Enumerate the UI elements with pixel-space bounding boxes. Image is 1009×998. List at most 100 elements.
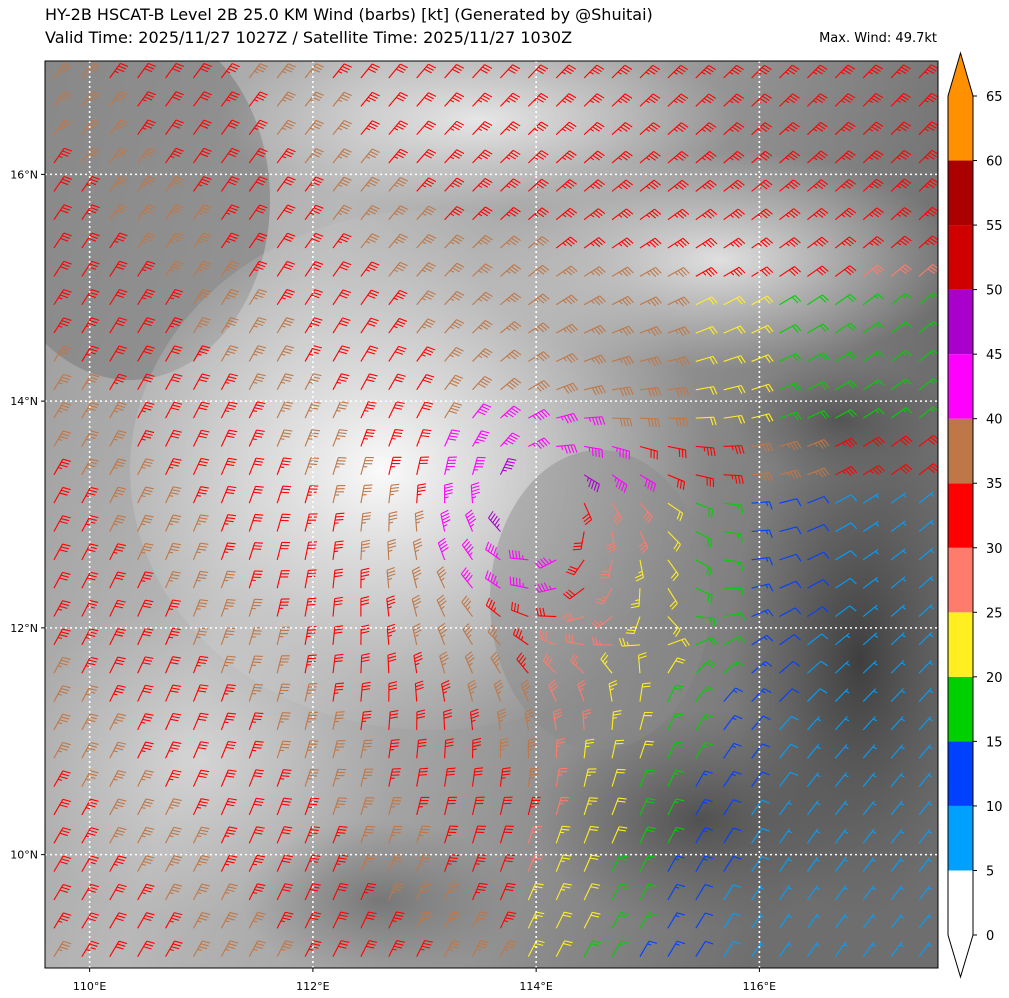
wind-barb — [81, 912, 100, 929]
wind-barb — [918, 913, 932, 929]
wind-barb — [862, 464, 885, 476]
wind-barb — [918, 491, 935, 504]
wind-barb — [472, 149, 493, 164]
wind-barb — [81, 883, 100, 901]
wind-barb — [109, 656, 126, 674]
wind-barb — [137, 62, 157, 79]
wind-barb — [583, 237, 606, 249]
wind-barb — [388, 429, 404, 447]
wind-barb — [193, 176, 212, 192]
wind-barb — [779, 800, 793, 816]
wind-barb — [192, 655, 209, 674]
wind-barb — [611, 854, 628, 872]
wind-barb — [572, 531, 585, 551]
wind-barb — [779, 884, 792, 901]
wind-barb — [248, 232, 268, 249]
wind-barb — [807, 121, 828, 136]
wind-barb — [304, 232, 324, 249]
wind-barb — [555, 64, 577, 79]
wind-barb — [555, 767, 568, 787]
wind-barb — [584, 416, 606, 426]
wind-barb — [834, 207, 857, 221]
wind-barb — [193, 232, 212, 249]
wind-barb — [500, 349, 522, 362]
wind-barb — [500, 178, 521, 192]
wind-barb — [520, 679, 531, 702]
wind-barb — [667, 64, 689, 79]
wind-barb — [416, 854, 432, 872]
wind-barb — [53, 373, 72, 391]
wind-barb — [332, 261, 352, 277]
wind-barb — [360, 120, 380, 136]
wind-barb — [611, 237, 634, 249]
wind-barb — [137, 458, 154, 476]
wind-barb — [667, 179, 689, 192]
wind-barb — [723, 660, 745, 674]
wind-barb — [667, 855, 685, 872]
wind-barb — [779, 553, 802, 562]
wind-barb — [109, 486, 127, 504]
wind-barb — [471, 796, 485, 816]
wind-barb — [81, 827, 99, 844]
wind-barb — [192, 826, 210, 844]
wind-barb — [695, 151, 717, 164]
wind-barb — [862, 350, 885, 362]
wind-barb — [555, 93, 577, 107]
wind-barb — [611, 266, 634, 277]
wind-barb — [109, 770, 127, 787]
wind-barb — [165, 91, 184, 107]
wind-barb — [81, 232, 100, 249]
wind-barb — [779, 607, 802, 618]
wind-barb — [276, 457, 292, 476]
wind-barb — [81, 345, 100, 362]
wind-barb — [584, 385, 606, 396]
wind-barb — [723, 799, 742, 816]
wind-barb — [109, 599, 126, 617]
wind-barb — [388, 825, 403, 844]
wind-barb — [53, 798, 71, 816]
wind-barb — [499, 911, 517, 929]
wind-barb — [360, 91, 380, 107]
wind-barb — [248, 712, 264, 731]
wind-barb — [416, 456, 429, 475]
wind-barb — [555, 207, 578, 221]
wind-barb — [807, 410, 830, 419]
wind-barb — [695, 742, 713, 759]
wind-barb — [109, 232, 128, 249]
wind-barb — [611, 911, 629, 929]
colorbar-tick-label: 25 — [986, 606, 1003, 621]
wind-barb — [834, 293, 857, 306]
wind-barb — [109, 260, 128, 277]
wind-barb — [220, 740, 237, 759]
wind-barb — [611, 710, 622, 730]
wind-barb — [667, 417, 689, 427]
wind-barb — [667, 151, 689, 164]
wind-barb — [416, 796, 430, 816]
wind-barb — [220, 373, 238, 391]
wind-barb — [890, 207, 912, 221]
wind-barb — [248, 91, 268, 107]
wind-barb — [192, 514, 209, 532]
wind-barb — [413, 651, 423, 674]
wind-barb — [582, 708, 592, 730]
wind-barb — [109, 373, 127, 391]
wind-barb — [723, 714, 743, 731]
wind-barb — [508, 549, 529, 561]
wind-barb — [555, 236, 578, 249]
wind-barb — [416, 120, 437, 136]
wind-barb — [556, 444, 578, 454]
colorbar-tick-label: 60 — [986, 155, 1003, 170]
wind-barb — [667, 445, 687, 459]
wind-barb — [570, 653, 585, 674]
wind-barb — [416, 911, 433, 929]
wind-barb — [695, 827, 713, 844]
wind-barb — [444, 262, 465, 277]
wind-barb — [444, 738, 454, 759]
wind-barb — [471, 737, 482, 759]
wind-barb — [461, 538, 474, 561]
wind-barb — [723, 122, 745, 136]
wind-barb — [388, 939, 405, 957]
wind-barb — [667, 326, 690, 337]
wind-barb — [536, 607, 557, 618]
wind-barb — [220, 260, 240, 277]
